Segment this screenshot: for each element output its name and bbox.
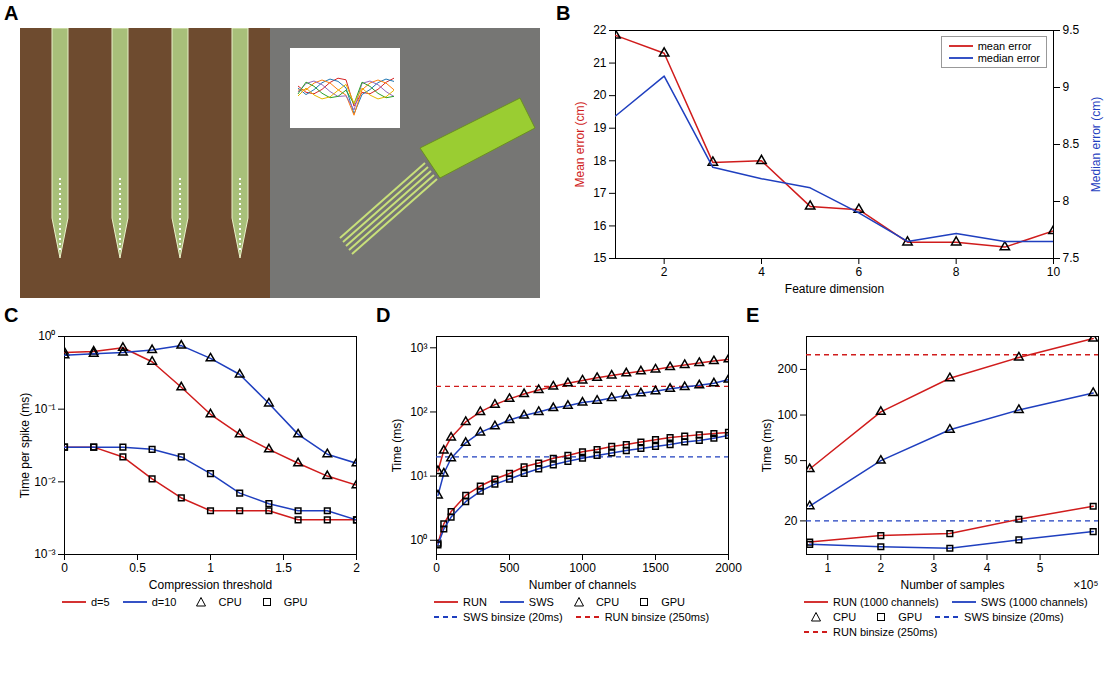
html-text:GPU: GPU <box>661 596 685 608</box>
svg-text:5: 5 <box>1037 561 1044 575</box>
html-text:d=5: d=5 <box>91 596 110 608</box>
svg-text:Time per spike (ms): Time per spike (ms) <box>18 393 32 499</box>
svg-text:18: 18 <box>593 154 607 168</box>
svg-text:200: 200 <box>777 362 797 376</box>
svg-text:9: 9 <box>1063 80 1070 94</box>
svg-text:Feature dimension: Feature dimension <box>785 282 884 296</box>
svg-text:16: 16 <box>593 219 607 233</box>
svg-text:17: 17 <box>593 186 607 200</box>
html-text:mean error: mean error <box>977 40 1032 52</box>
html-text:CPU: CPU <box>833 611 857 623</box>
svg-text:100: 100 <box>777 408 797 422</box>
html-text:CPU: CPU <box>218 596 242 608</box>
svg-text:×10⁵: ×10⁵ <box>1073 578 1098 592</box>
svg-text:Number of samples: Number of samples <box>900 578 1004 592</box>
svg-text:Number of channels: Number of channels <box>529 578 636 592</box>
svg-text:10⁰: 10⁰ <box>410 533 427 547</box>
svg-text:20: 20 <box>784 514 798 528</box>
html-text:A: A <box>4 2 19 24</box>
svg-text:10⁰: 10⁰ <box>38 329 55 343</box>
svg-text:2000: 2000 <box>715 561 742 575</box>
html-text:GPU: GPU <box>898 611 923 623</box>
svg-text:10⁻²: 10⁻² <box>34 475 55 489</box>
html-text:RUN: RUN <box>463 596 487 608</box>
svg-text:Mean error (cm): Mean error (cm) <box>573 101 587 187</box>
svg-text:10⁻³: 10⁻³ <box>34 547 55 561</box>
svg-text:9.5: 9.5 <box>1063 23 1080 37</box>
svg-text:1000: 1000 <box>569 561 596 575</box>
svg-text:0: 0 <box>433 561 440 575</box>
svg-text:21: 21 <box>593 56 607 70</box>
svg-text:4: 4 <box>984 561 991 575</box>
html-text:SWS: SWS <box>528 596 554 608</box>
svg-text:500: 500 <box>499 561 519 575</box>
svg-text:1: 1 <box>824 561 831 575</box>
svg-text:2: 2 <box>877 561 884 575</box>
svg-text:8: 8 <box>1063 194 1070 208</box>
svg-text:6: 6 <box>855 265 862 279</box>
svg-text:1.5: 1.5 <box>275 561 292 575</box>
svg-text:0: 0 <box>61 561 68 575</box>
html-text:B: B <box>556 2 571 24</box>
svg-text:10¹: 10¹ <box>410 469 427 483</box>
svg-text:19: 19 <box>593 121 607 135</box>
svg-text:7.5: 7.5 <box>1063 251 1080 265</box>
html-text:RUN binsize (250ms): RUN binsize (250ms) <box>833 626 938 638</box>
html-text:SWS binsize (20ms): SWS binsize (20ms) <box>463 611 563 623</box>
html-text:GPU: GPU <box>283 596 308 608</box>
svg-text:1500: 1500 <box>642 561 669 575</box>
svg-text:15: 15 <box>593 251 607 265</box>
html-text:RUN binsize (250ms): RUN binsize (250ms) <box>604 611 710 623</box>
html-text:C: C <box>4 304 19 326</box>
svg-text:Compression threshold: Compression threshold <box>149 578 272 592</box>
svg-text:50: 50 <box>784 453 798 467</box>
html-text:d=10: d=10 <box>151 596 177 608</box>
html-text:RUN (1000 channels): RUN (1000 channels) <box>833 596 939 608</box>
svg-text:8.5: 8.5 <box>1063 137 1080 151</box>
html-text:E: E <box>746 304 760 326</box>
svg-text:Median error (cm): Median error (cm) <box>1089 97 1103 192</box>
svg-text:8: 8 <box>953 265 960 279</box>
svg-text:10²: 10² <box>410 405 427 419</box>
svg-text:Time (ms): Time (ms) <box>760 419 774 473</box>
svg-text:0.5: 0.5 <box>129 561 146 575</box>
html-text:D: D <box>376 304 391 326</box>
svg-text:10⁻¹: 10⁻¹ <box>34 402 55 416</box>
html-text:SWS (1000 channels): SWS (1000 channels) <box>980 596 1088 608</box>
html-text:median error: median error <box>977 52 1040 64</box>
svg-text:3: 3 <box>931 561 938 575</box>
html-text:CPU: CPU <box>595 596 620 608</box>
svg-text:20: 20 <box>593 88 607 102</box>
svg-text:10: 10 <box>1047 265 1061 279</box>
svg-text:1: 1 <box>207 561 214 575</box>
svg-text:22: 22 <box>593 23 607 37</box>
svg-text:Time (ms): Time (ms) <box>390 419 404 473</box>
svg-text:2: 2 <box>353 561 360 575</box>
svg-text:2: 2 <box>661 265 668 279</box>
svg-text:10³: 10³ <box>410 341 427 355</box>
svg-text:4: 4 <box>758 265 765 279</box>
html-text:SWS binsize (20ms): SWS binsize (20ms) <box>964 611 1064 623</box>
